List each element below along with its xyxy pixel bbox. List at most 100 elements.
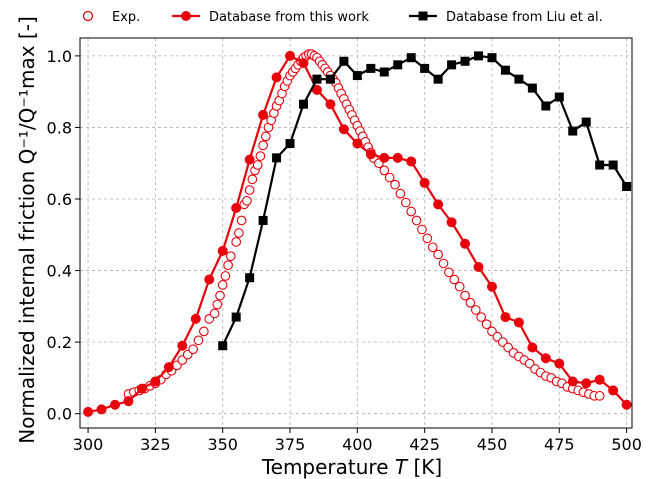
data-point — [481, 319, 492, 330]
data-point — [406, 156, 417, 167]
y-tick-label: 1.0 — [47, 47, 72, 66]
data-point — [454, 281, 465, 292]
data-point — [258, 215, 268, 225]
x-tick-label: 475 — [544, 435, 575, 454]
data-point — [352, 138, 363, 149]
data-point — [271, 72, 282, 83]
legend: Exp. Database from this work Database fr… — [82, 10, 603, 25]
data-point — [422, 233, 433, 244]
data-point — [311, 84, 322, 95]
data-point — [298, 58, 309, 69]
data-point — [392, 152, 403, 163]
data-point — [244, 185, 255, 195]
series-1 — [83, 50, 632, 417]
data-point — [339, 56, 349, 66]
data-point — [417, 224, 427, 235]
data-point — [427, 242, 438, 253]
data-point — [325, 74, 335, 84]
data-point — [486, 281, 497, 292]
legend-marker-this-work — [181, 11, 191, 21]
data-point — [395, 188, 406, 199]
data-point — [581, 378, 592, 389]
data-point — [594, 374, 605, 385]
data-point — [215, 290, 225, 301]
data-point — [193, 335, 204, 346]
data-point — [365, 149, 376, 160]
data-point — [444, 267, 454, 278]
data-point — [527, 342, 538, 353]
data-point — [608, 385, 619, 396]
y-tick-label: 0.4 — [47, 262, 72, 281]
data-point — [338, 124, 349, 135]
data-point — [366, 63, 376, 73]
data-point — [474, 51, 484, 61]
data-point — [325, 99, 336, 110]
data-point — [190, 313, 201, 324]
data-point — [209, 308, 220, 319]
data-point — [470, 305, 481, 315]
data-point — [513, 317, 524, 328]
data-point — [406, 53, 416, 63]
data-point — [231, 312, 241, 322]
legend-label-exp: Exp. — [112, 10, 140, 25]
data-point — [567, 376, 578, 387]
data-point — [285, 139, 295, 149]
y-axis-title: Normalized internal friction Q⁻¹/Q⁻¹max … — [15, 16, 39, 443]
data-point — [554, 358, 565, 369]
data-point — [244, 154, 255, 165]
data-point — [476, 312, 487, 322]
data-point — [500, 65, 510, 75]
data-point — [390, 179, 400, 190]
data-point — [379, 165, 390, 176]
data-point — [83, 406, 94, 417]
data-point — [252, 160, 263, 170]
data-point — [514, 74, 524, 84]
legend-label-this-work: Database from this work — [209, 10, 369, 25]
data-point — [460, 238, 471, 249]
data-point — [258, 140, 268, 151]
data-point — [393, 60, 403, 70]
data-point — [247, 174, 258, 185]
data-point — [379, 67, 389, 77]
x-tick-label: 400 — [342, 435, 373, 454]
data-point — [465, 297, 476, 308]
data-point — [260, 131, 271, 142]
data-point — [460, 56, 470, 66]
data-point — [352, 71, 362, 81]
data-point — [242, 195, 252, 206]
x-tick-label: 425 — [409, 435, 440, 454]
data-point — [136, 383, 147, 394]
data-point — [379, 152, 390, 163]
data-point — [258, 109, 269, 120]
data-point — [433, 249, 443, 260]
data-point — [272, 153, 282, 163]
data-point — [188, 344, 198, 355]
data-point — [411, 215, 422, 226]
x-tick-label: 500 — [611, 435, 642, 454]
data-point — [217, 280, 228, 290]
data-point — [527, 83, 537, 93]
x-tick-label: 450 — [477, 435, 508, 454]
x-tick-label: 375 — [275, 435, 306, 454]
data-point — [595, 160, 605, 170]
data-point — [540, 353, 551, 364]
data-point — [285, 50, 296, 61]
data-point — [384, 172, 395, 183]
y-tick-label: 0.6 — [47, 190, 72, 209]
x-tick-label: 300 — [73, 435, 104, 454]
x-axis-title: Temperature T [K] — [261, 455, 442, 479]
data-point — [212, 299, 223, 310]
data-point — [223, 260, 233, 271]
data-point — [608, 160, 618, 170]
data-point — [449, 274, 460, 285]
data-point — [622, 181, 632, 191]
y-tick-label: 0.0 — [47, 405, 72, 424]
data-point — [594, 390, 605, 401]
data-point — [110, 399, 121, 410]
grid — [80, 38, 632, 428]
data-point — [96, 404, 107, 415]
data-point — [446, 217, 457, 228]
plot-frame — [79, 37, 633, 429]
data-point — [487, 53, 497, 63]
data-point — [236, 215, 247, 226]
